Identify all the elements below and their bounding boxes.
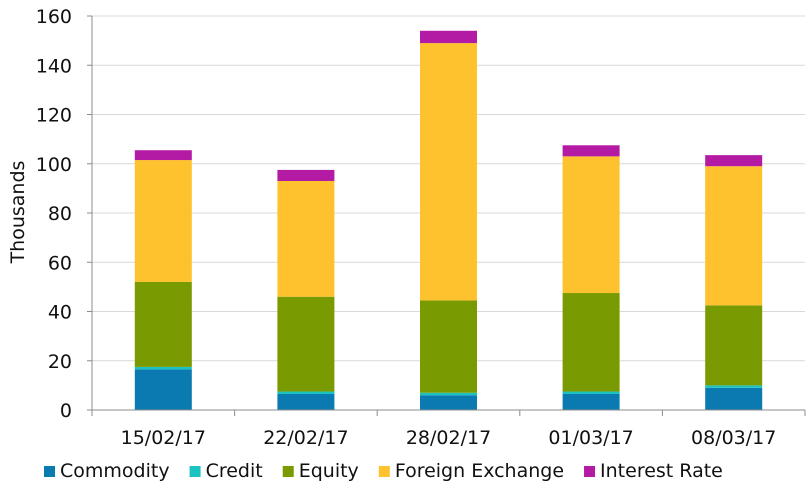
x-tick-label: 28/02/17 xyxy=(406,427,491,449)
y-tick-label: 20 xyxy=(48,351,72,373)
y-tick-label: 80 xyxy=(48,203,72,225)
axes xyxy=(87,15,806,416)
bar-segment-equity xyxy=(705,305,763,386)
bars xyxy=(134,30,763,410)
legend-label: Interest Rate xyxy=(600,460,723,482)
bar-segment-commodity xyxy=(420,395,477,410)
y-tick-label: 100 xyxy=(36,154,72,176)
y-tick-labels: 0 20 40 60 80 100 120 140 160 xyxy=(36,6,72,422)
bar-segment-equity xyxy=(562,293,620,392)
bar-segment-commodity xyxy=(705,387,763,410)
legend-swatch xyxy=(189,466,201,477)
bar-segment-equity xyxy=(134,281,192,367)
legend: Commodity Credit Equity Foreign Exchange Int… xyxy=(44,460,723,482)
bar-segment-equity xyxy=(277,296,335,392)
bar-segment-credit xyxy=(134,366,192,370)
bar-segment-commodity xyxy=(562,393,620,410)
bar-segment-credit xyxy=(277,391,335,394)
bar-segment-commodity xyxy=(134,369,192,410)
legend-swatch xyxy=(282,466,294,477)
bar-segment-credit xyxy=(562,391,620,394)
legend-label: Equity xyxy=(299,460,359,482)
legend-swatch xyxy=(584,466,596,477)
bar-segment-foreign-exchange xyxy=(134,160,192,282)
bar-segment-foreign-exchange xyxy=(420,43,477,301)
bar-segment-equity xyxy=(420,300,477,393)
bar-segment-credit xyxy=(705,385,763,388)
y-tick-label: 60 xyxy=(48,252,72,274)
y-tick-label: 0 xyxy=(60,400,72,422)
bar-segment-commodity xyxy=(277,393,335,410)
bar-segment-foreign-exchange xyxy=(277,180,335,297)
bar-segment-interest-rate xyxy=(277,169,335,181)
x-tick-label: 08/03/17 xyxy=(691,427,776,449)
bar-segment-interest-rate xyxy=(420,30,477,44)
x-tick-label: 22/02/17 xyxy=(263,427,348,449)
bar-segment-credit xyxy=(420,392,477,396)
y-tick-label: 40 xyxy=(48,302,72,324)
y-axis-title: Thousands xyxy=(7,161,29,265)
y-tick-label: 140 xyxy=(36,55,72,77)
y-tick-label: 120 xyxy=(36,105,72,127)
y-tick-label: 160 xyxy=(36,6,72,28)
x-tick-label: 01/03/17 xyxy=(548,427,633,449)
legend-swatch xyxy=(44,466,55,477)
bar-segment-interest-rate xyxy=(562,145,620,157)
x-tick-labels: 15/02/17 22/02/17 28/02/17 01/03/17 08/03/17 xyxy=(121,427,777,449)
x-tick-label: 15/02/17 xyxy=(121,427,206,449)
bar-segment-interest-rate xyxy=(705,155,763,167)
legend-label: Credit xyxy=(206,460,263,482)
bar-segment-foreign-exchange xyxy=(705,166,763,306)
legend-swatch xyxy=(378,466,390,477)
bar-segment-interest-rate xyxy=(134,150,192,161)
bar-segment-foreign-exchange xyxy=(562,156,620,294)
legend-label: Foreign Exchange xyxy=(395,460,564,482)
legend-label: Commodity xyxy=(60,460,170,482)
